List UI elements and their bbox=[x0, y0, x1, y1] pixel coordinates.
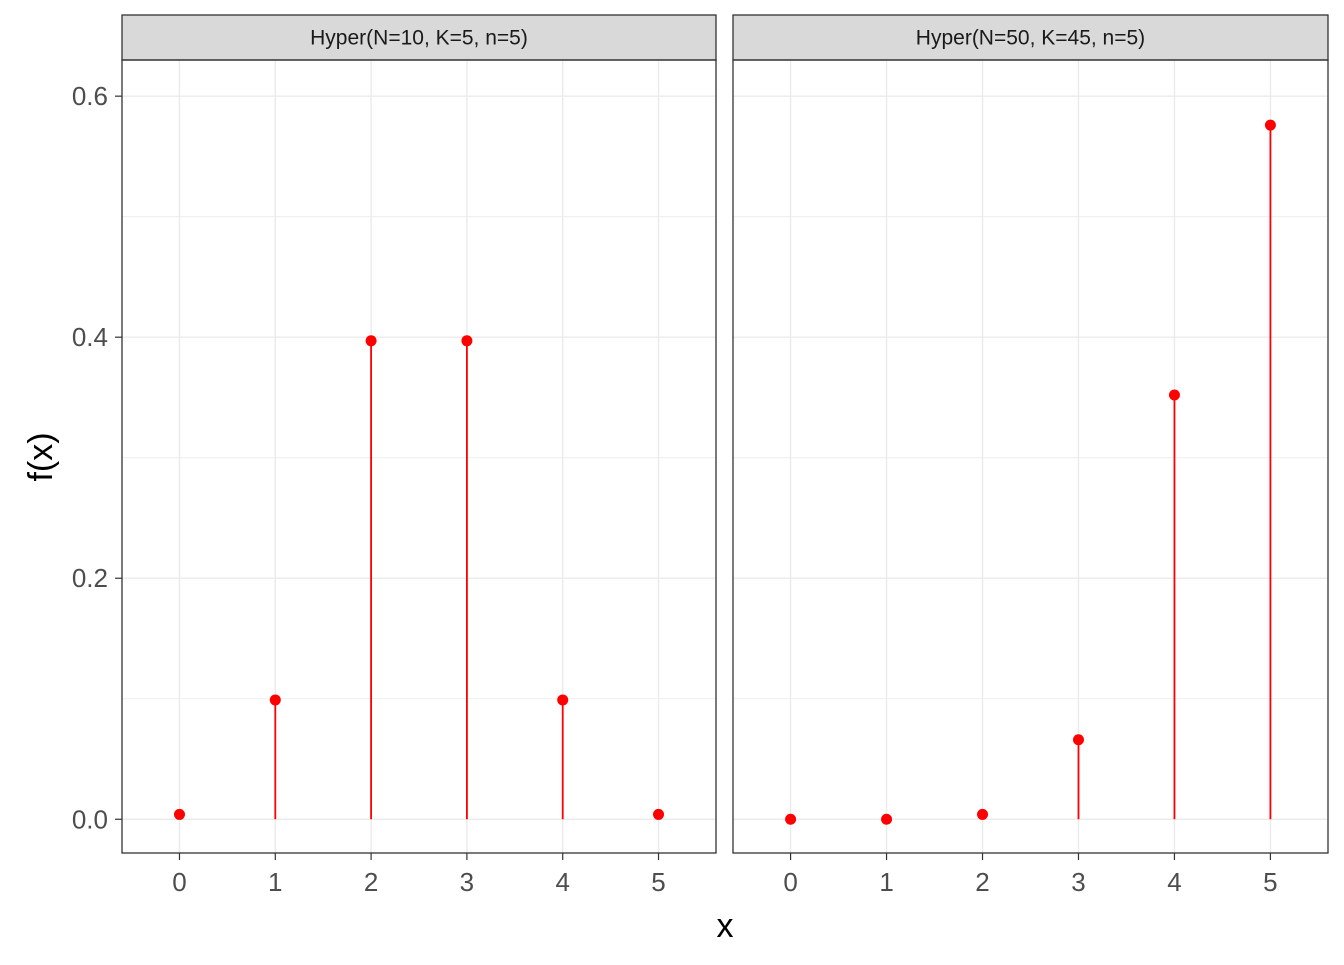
data-point bbox=[1072, 734, 1084, 746]
facet-strip-label: Hyper(N=10, K=5, n=5) bbox=[310, 27, 528, 50]
panel-background bbox=[122, 60, 716, 853]
data-point bbox=[881, 813, 893, 825]
panel-border bbox=[121, 59, 717, 854]
y-tick-label: 0.4 bbox=[72, 322, 108, 352]
data-point bbox=[977, 808, 989, 820]
x-tick-label: 0 bbox=[783, 867, 797, 897]
x-tick-label: 5 bbox=[1263, 867, 1277, 897]
data-point bbox=[557, 694, 569, 706]
data-point bbox=[173, 808, 185, 820]
data-point bbox=[1168, 389, 1180, 401]
x-tick-label: 4 bbox=[1167, 867, 1181, 897]
data-point bbox=[269, 694, 281, 706]
data-point bbox=[1264, 119, 1276, 131]
facet-strip-label: Hyper(N=50, K=45, n=5) bbox=[916, 27, 1145, 50]
x-tick-label: 2 bbox=[364, 867, 378, 897]
y-tick-label: 0.6 bbox=[72, 81, 108, 111]
y-tick-label: 0.0 bbox=[72, 804, 108, 834]
facet-strip bbox=[121, 14, 717, 61]
panel-border bbox=[732, 59, 1329, 854]
facet-strip bbox=[732, 14, 1329, 61]
x-tick-label: 1 bbox=[268, 867, 282, 897]
y-axis-title: f(x) bbox=[22, 432, 60, 481]
data-point bbox=[785, 813, 797, 825]
x-tick-label: 2 bbox=[975, 867, 989, 897]
x-tick-label: 0 bbox=[172, 867, 186, 897]
x-tick-label: 5 bbox=[651, 867, 665, 897]
data-point bbox=[653, 808, 665, 820]
x-tick-label: 4 bbox=[555, 867, 569, 897]
panel-background bbox=[733, 60, 1328, 853]
y-tick-label: 0.2 bbox=[72, 563, 108, 593]
x-tick-label: 1 bbox=[879, 867, 893, 897]
x-axis-title: x bbox=[717, 907, 734, 945]
x-tick-label: 3 bbox=[1071, 867, 1085, 897]
data-point bbox=[365, 335, 377, 347]
x-tick-label: 3 bbox=[460, 867, 474, 897]
data-point bbox=[461, 335, 473, 347]
